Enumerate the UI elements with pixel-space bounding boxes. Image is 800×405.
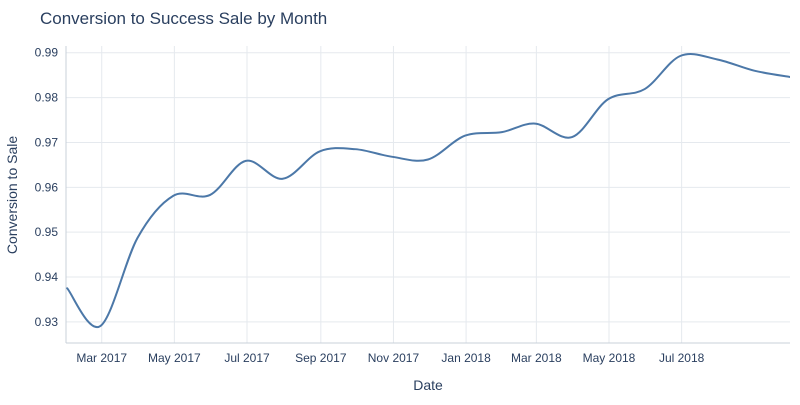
chart-title: Conversion to Success Sale by Month: [40, 9, 328, 28]
x-tick-label: Nov 2017: [368, 351, 420, 365]
y-gridlines: [66, 52, 790, 323]
y-tick-label: 0.99: [35, 46, 59, 60]
x-tick-label: May 2017: [148, 351, 201, 365]
x-tick-label: Jul 2017: [224, 351, 270, 365]
y-tick-label: 0.98: [35, 91, 59, 105]
y-tick-labels: 0.93 0.94 0.95 0.96 0.97 0.98 0.99: [35, 46, 59, 329]
y-tick-label: 0.95: [35, 225, 59, 239]
y-tick-label: 0.96: [35, 180, 59, 194]
x-tick-label: Sep 2017: [295, 351, 347, 365]
x-tick-label: Jan 2018: [441, 351, 491, 365]
x-tick-label: Jul 2018: [659, 351, 705, 365]
x-tick-label: May 2018: [583, 351, 636, 365]
y-tick-label: 0.97: [35, 135, 59, 149]
x-tick-label: Mar 2018: [511, 351, 562, 365]
x-tick-label: Mar 2017: [76, 351, 127, 365]
plot-area: [66, 53, 790, 329]
y-axis-title: Conversion to Sale: [4, 136, 20, 255]
y-tick-label: 0.93: [35, 315, 59, 329]
x-tick-labels: Mar 2017 May 2017 Jul 2017 Sep 2017 Nov 2017…: [76, 351, 704, 365]
x-gridlines: [101, 46, 683, 343]
y-tick-label: 0.94: [35, 270, 59, 284]
x-axis-title: Date: [413, 377, 443, 393]
series-line: [66, 53, 790, 329]
